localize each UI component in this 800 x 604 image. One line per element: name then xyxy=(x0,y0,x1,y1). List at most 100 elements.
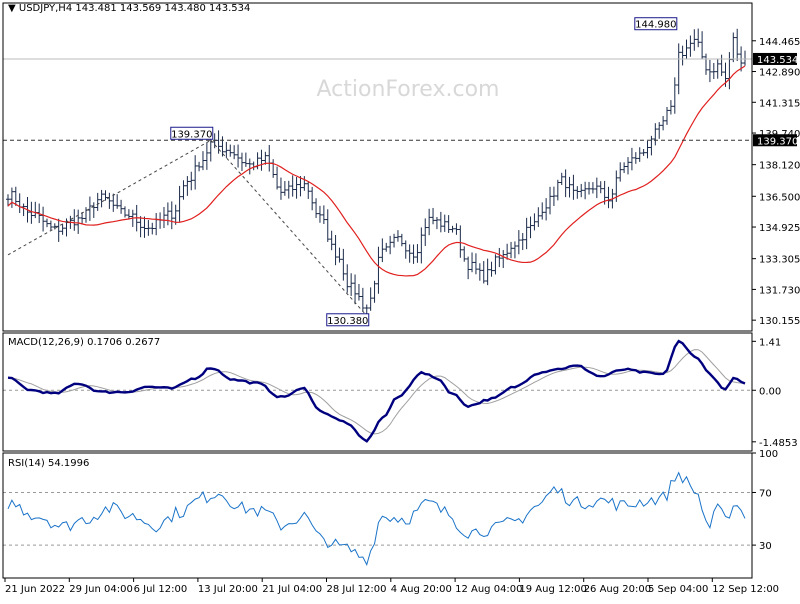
ohlc-bar xyxy=(294,177,299,199)
ohlc-bar xyxy=(403,240,408,259)
ohlc-bar xyxy=(204,142,209,170)
ohlc-bar xyxy=(629,147,634,171)
price-annotation: 130.380 xyxy=(326,313,370,327)
x-tick-label: 21 Jul 04:00 xyxy=(262,584,322,595)
level-price-tag-bg xyxy=(753,134,797,147)
ohlc-bar xyxy=(333,234,338,266)
ohlc-bar xyxy=(95,192,100,211)
ohlc-bar xyxy=(555,179,560,201)
ohlc-bar xyxy=(528,216,533,239)
ohlc-bar xyxy=(87,196,92,221)
x-tick-label: 13 Jul 20:00 xyxy=(198,584,258,595)
ohlc-bar xyxy=(540,202,545,220)
trendline xyxy=(210,139,368,317)
ohlc-bar xyxy=(360,287,365,312)
y-tick-label: 144.465 xyxy=(759,37,800,48)
ohlc-bar xyxy=(161,206,166,229)
y-tick-label: 141.315 xyxy=(759,98,800,109)
watermark: ActionForex.com xyxy=(317,77,500,102)
ohlc-bar xyxy=(388,235,393,255)
rsi-pane-frame xyxy=(2,452,753,579)
ohlc-bar xyxy=(399,233,404,247)
ohlc-bar xyxy=(21,203,26,217)
ohlc-bar xyxy=(275,166,280,190)
ohlc-bar xyxy=(372,280,377,303)
ohlc-bar xyxy=(434,216,439,230)
ohlc-bar xyxy=(575,186,580,199)
ohlc-bar xyxy=(649,135,654,156)
ohlc-bar xyxy=(696,28,701,48)
ohlc-bar xyxy=(450,225,455,233)
x-tick-label: 28 Jul 12:00 xyxy=(327,584,387,595)
ohlc-bar xyxy=(317,205,322,223)
ohlc-bar xyxy=(302,176,307,191)
x-tick-label: 19 Aug 12:00 xyxy=(519,584,586,595)
ohlc-bar xyxy=(470,252,475,273)
ohlc-bar xyxy=(17,193,22,214)
ohlc-bar xyxy=(668,100,673,115)
ohlc-bar xyxy=(427,208,432,236)
ohlc-bar xyxy=(618,162,623,182)
ohlc-bar xyxy=(329,230,334,251)
ohlc-bar xyxy=(657,122,662,139)
ohlc-bar xyxy=(392,233,397,248)
ohlc-bar xyxy=(119,199,124,214)
ohlc-bar xyxy=(236,144,241,168)
ohlc-bar xyxy=(80,212,85,225)
y-tick-label: 130.155 xyxy=(759,316,800,327)
ohlc-bar xyxy=(33,201,38,219)
ohlc-bar xyxy=(310,186,315,211)
ohlc-bar xyxy=(680,45,685,66)
ohlc-bar xyxy=(193,155,198,190)
ohlc-bar xyxy=(259,149,264,171)
y-tick-label: 142.890 xyxy=(759,68,800,79)
ohlc-bar xyxy=(431,207,436,225)
level-price-tag: 139.370 xyxy=(753,134,798,147)
ohlc-bar xyxy=(197,161,202,172)
ohlc-bar xyxy=(200,151,205,171)
ohlc-bar xyxy=(509,241,514,259)
ohlc-bar xyxy=(239,152,244,171)
ohlc-bar xyxy=(126,209,131,220)
ohlc-bar xyxy=(395,230,400,242)
current-price-tag: 143.534 xyxy=(753,52,798,66)
ohlc-bar xyxy=(138,216,143,238)
rsi-label: RSI(14) 54.1996 xyxy=(8,458,89,469)
candle-layer xyxy=(6,28,747,319)
ohlc-low: 143.480 xyxy=(164,3,206,14)
x-tick-label: 4 Aug 20:00 xyxy=(391,584,452,595)
annotation-box xyxy=(634,17,678,31)
ohlc-bar xyxy=(727,52,732,90)
x-tick-label: 12 Sep 12:00 xyxy=(712,584,779,595)
ohlc-bar xyxy=(520,232,525,251)
symbol-label: USDJPY,H4 xyxy=(18,3,73,14)
ohlc-bar xyxy=(458,225,463,258)
x-tick-label: 12 Aug 04:00 xyxy=(455,584,522,595)
ohlc-bar xyxy=(489,261,494,277)
ohlc-bar xyxy=(524,217,529,250)
ohlc-bar xyxy=(419,227,424,264)
rsi-tick-label: 30 xyxy=(759,541,772,552)
ohlc-bar xyxy=(692,29,697,51)
ohlc-bar xyxy=(743,50,747,66)
ohlc-bar xyxy=(516,230,521,255)
ohlc-bar xyxy=(60,224,65,235)
ohlc-bar xyxy=(286,180,291,199)
ohlc-bar xyxy=(598,181,603,194)
ohlc-bar xyxy=(637,147,642,162)
ohlc-bar xyxy=(415,244,420,263)
ohlc-bar xyxy=(454,223,459,235)
ohlc-bar xyxy=(353,274,358,305)
ohlc-bar xyxy=(633,152,638,164)
ohlc-bar xyxy=(583,181,588,200)
ohlc-bar xyxy=(594,177,599,199)
ohlc-bar xyxy=(48,220,53,231)
ohlc-bar xyxy=(645,140,650,159)
rsi-tick-label: 100 xyxy=(759,449,778,460)
ohlc-bar xyxy=(29,201,34,224)
ohlc-bar xyxy=(505,243,510,260)
annotation-label: 139.370 xyxy=(171,129,212,140)
ohlc-bar xyxy=(606,186,611,209)
dropdown-arrow-icon[interactable]: ▼ xyxy=(8,3,16,14)
